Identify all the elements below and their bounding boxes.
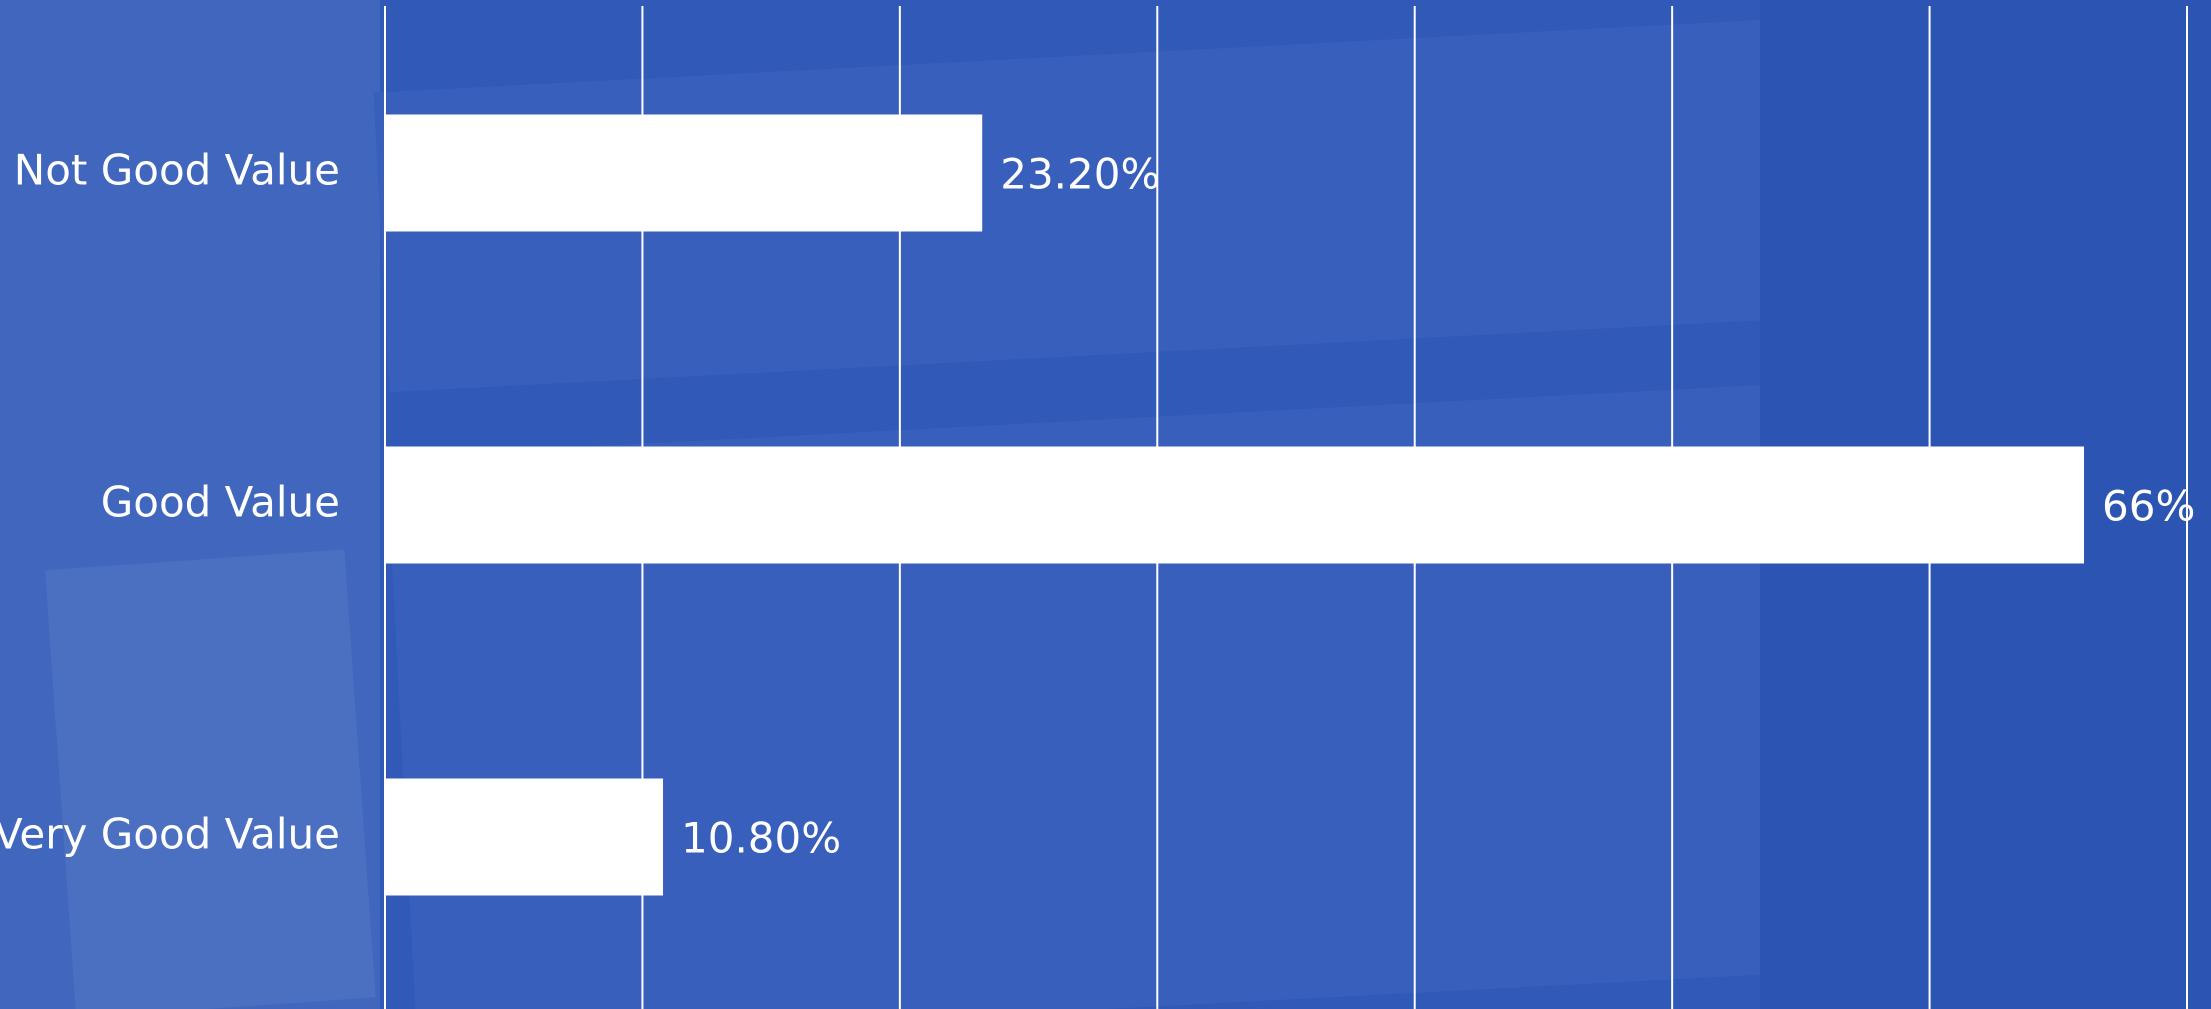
y-tick-label: Very Good Value xyxy=(0,810,340,859)
y-tick-label: Good Value xyxy=(101,478,340,527)
y-tick-label: Not Good Value xyxy=(14,146,340,195)
data-label: 10.80% xyxy=(681,814,841,863)
bar xyxy=(385,115,982,232)
chart: Not Good Value 23.20% Good Value 66% Very Go… xyxy=(0,0,2211,1009)
ticket-stub xyxy=(45,549,376,1009)
data-label: 23.20% xyxy=(1000,150,1160,199)
bar xyxy=(385,779,663,896)
bar xyxy=(385,447,2084,564)
page: Not Good Value 23.20% Good Value 66% Very Go… xyxy=(0,0,2211,1009)
data-label: 66% xyxy=(2102,482,2195,531)
